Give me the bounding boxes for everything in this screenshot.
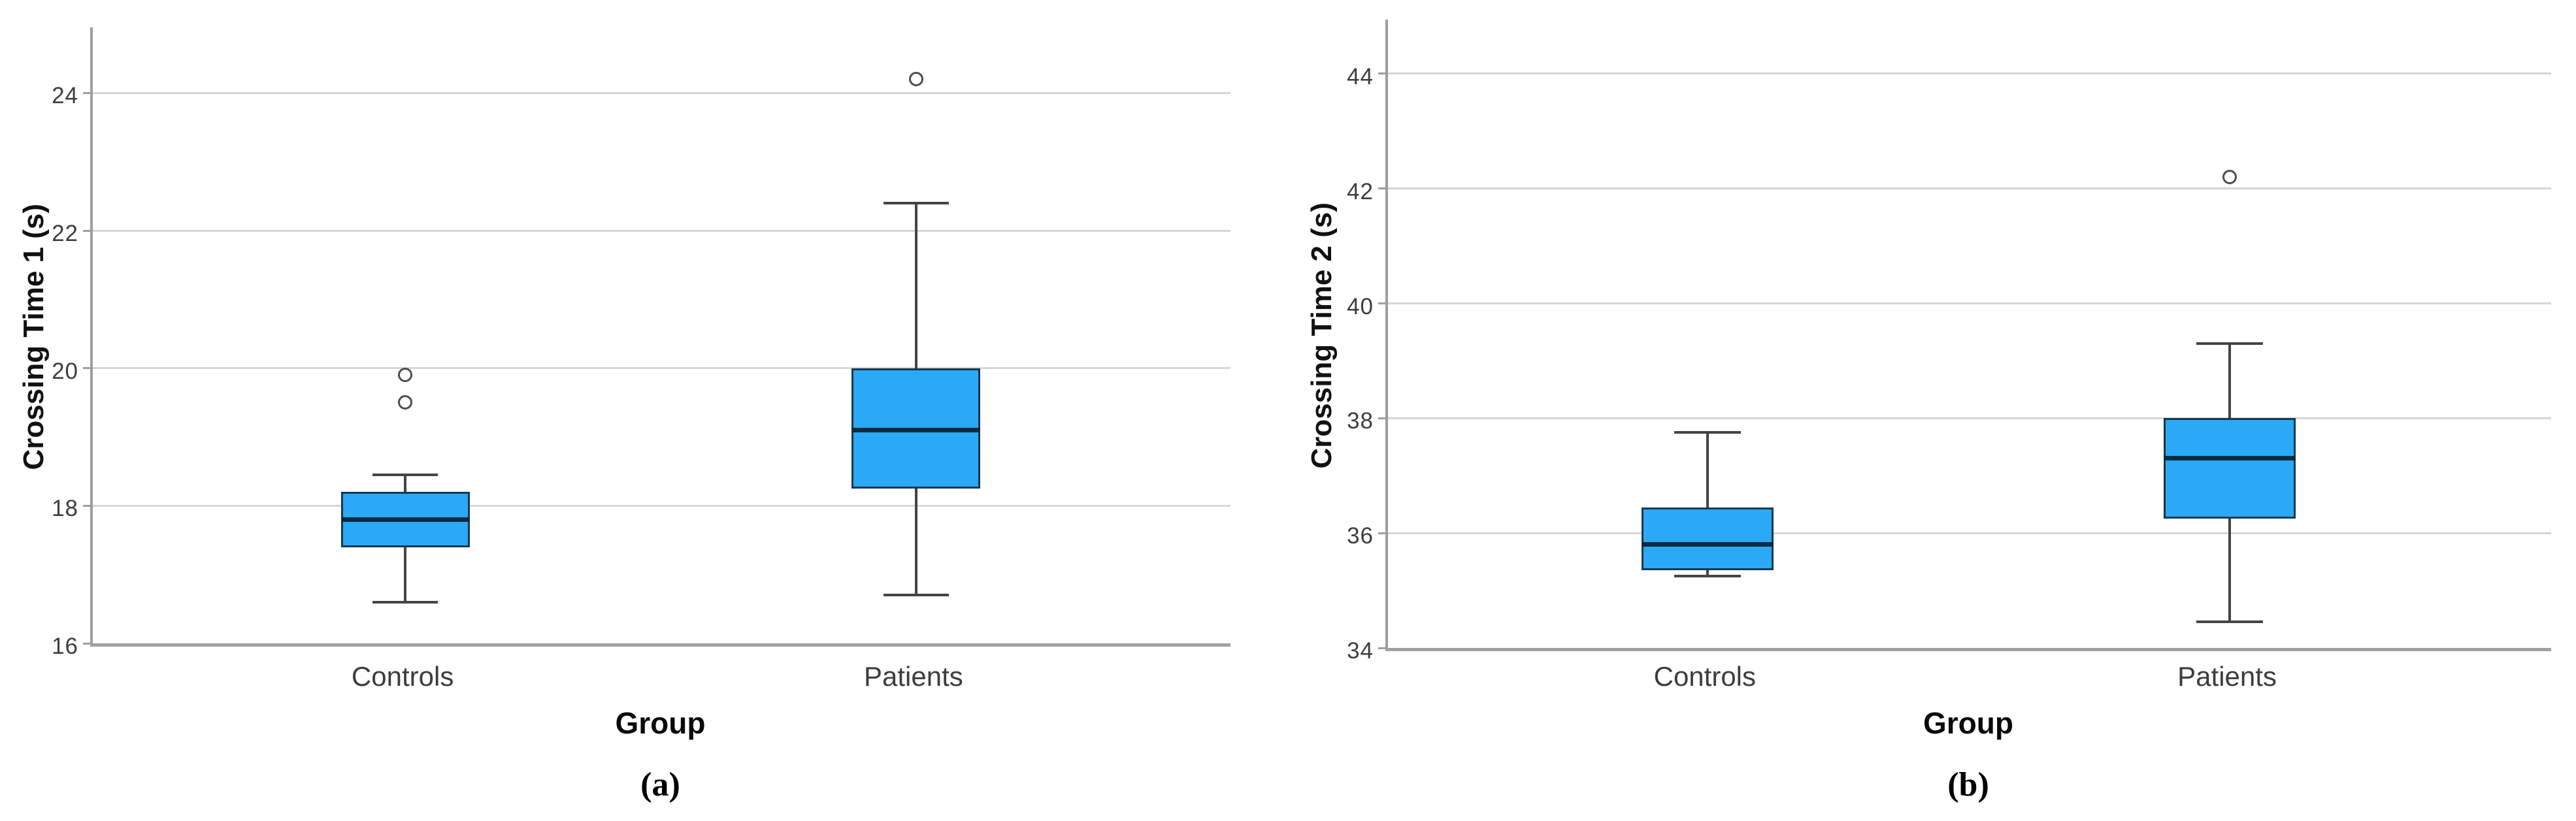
- median-line-controls: [340, 517, 470, 522]
- gridline-40: [1388, 302, 2551, 305]
- plot-area-b: [1378, 20, 2551, 651]
- whisker-cap-low-patients: [883, 594, 949, 597]
- y-tick-label-36: 36: [1347, 523, 1374, 549]
- gridline-36: [1388, 532, 2551, 534]
- whisker-cap-high-controls: [1674, 431, 1741, 434]
- panel-caption-a: (a): [640, 766, 680, 803]
- y-tick-label-42: 42: [1347, 178, 1374, 204]
- y-tick-labels-a: 16 18 20 22 24: [0, 27, 78, 659]
- box-controls: [1642, 507, 1774, 571]
- whisker-cap-high-controls: [372, 473, 438, 476]
- outlier-point-patients: [2222, 170, 2237, 185]
- category-label-patients: Patients: [2177, 661, 2277, 692]
- y-tick-label-24: 24: [52, 83, 78, 109]
- x-axis-title-a: Group: [615, 706, 706, 740]
- y-tick-label-16: 16: [52, 634, 78, 659]
- y-tick-label-40: 40: [1347, 293, 1374, 319]
- panel-a: Crossing Time 1 (s) 16 18 20 22 24 Controls P…: [0, 0, 1230, 821]
- y-tick-mark-22: [83, 229, 93, 232]
- whisker-cap-low-controls: [372, 600, 438, 604]
- y-tick-label-44: 44: [1347, 63, 1374, 89]
- category-labels-b: Controls Patients: [1385, 0, 2551, 821]
- outlier-point-patients: [908, 72, 923, 87]
- gridline-38: [1388, 417, 2551, 419]
- y-tick-label-38: 38: [1347, 408, 1374, 434]
- y-tick-mark-40: [1378, 302, 1388, 305]
- whisker-cap-low-controls: [1674, 575, 1741, 578]
- y-tick-mark-38: [1378, 417, 1388, 419]
- outlier-point-controls: [398, 368, 413, 383]
- box-patients: [2164, 418, 2296, 519]
- whisker-cap-high-patients: [2196, 342, 2263, 346]
- category-label-controls: Controls: [351, 661, 454, 692]
- y-tick-mark-20: [83, 367, 93, 370]
- y-tick-labels-b: 34 36 38 40 42 44: [1288, 20, 1374, 664]
- y-tick-label-20: 20: [52, 358, 78, 384]
- whisker-line-controls: [1706, 432, 1709, 577]
- gridline-20: [93, 367, 1230, 370]
- y-tick-mark-34: [1378, 647, 1388, 649]
- gridline-18: [93, 504, 1230, 507]
- whisker-cap-low-patients: [2196, 620, 2263, 624]
- median-line-patients: [2164, 456, 2296, 461]
- y-tick-mark-18: [83, 504, 93, 507]
- whisker-cap-high-patients: [883, 201, 949, 204]
- y-tick-label-22: 22: [52, 221, 78, 246]
- y-tick-mark-42: [1378, 187, 1388, 190]
- median-line-patients: [851, 427, 981, 432]
- category-labels-a: Controls Patients: [90, 0, 1230, 821]
- y-tick-mark-24: [83, 91, 93, 94]
- median-line-controls: [1642, 542, 1774, 547]
- gridline-24: [93, 91, 1230, 94]
- outlier-point-controls: [398, 395, 413, 410]
- y-tick-mark-44: [1378, 72, 1388, 75]
- category-label-patients: Patients: [863, 661, 963, 692]
- y-tick-label-34: 34: [1347, 638, 1374, 664]
- x-axis-title-b: Group: [1923, 706, 2013, 740]
- gridline-44: [1388, 72, 2551, 75]
- y-tick-label-18: 18: [52, 496, 78, 522]
- panel-b: Crossing Time 2 (s) 34 36 38 40 42 44 Control…: [1288, 0, 2576, 821]
- plot-area-a: [83, 27, 1230, 647]
- y-tick-mark-36: [1378, 532, 1388, 534]
- y-tick-mark-16: [83, 642, 93, 645]
- category-label-controls: Controls: [1653, 661, 1757, 692]
- panel-caption-b: (b): [1947, 766, 1989, 803]
- gridline-42: [1388, 187, 2551, 190]
- gridline-22: [93, 229, 1230, 232]
